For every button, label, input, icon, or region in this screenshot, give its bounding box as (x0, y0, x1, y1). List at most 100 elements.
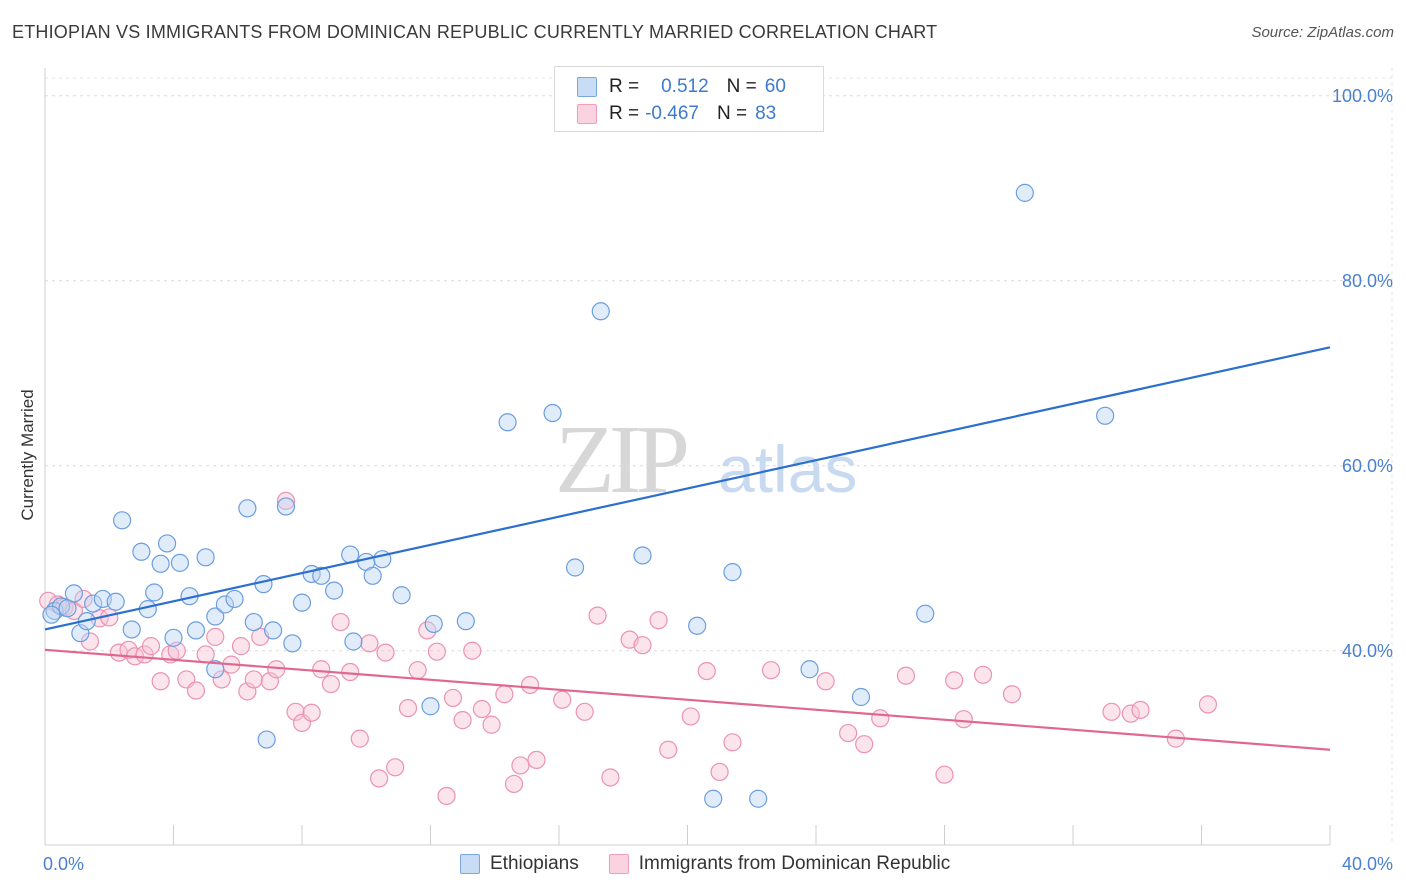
watermark-zip: ZIP (555, 406, 686, 514)
ethiopian-point (312, 566, 331, 585)
ethiopian-point (688, 616, 707, 635)
ethiopian-point (206, 607, 225, 626)
dominican-point (761, 661, 781, 680)
ethiopian-point (456, 612, 475, 631)
ethiopian-point (238, 499, 257, 518)
ethiopian-point (1015, 183, 1034, 202)
ethiopian-point (283, 634, 302, 653)
dominican-point (206, 627, 225, 646)
trend-lines (44, 346, 1331, 751)
ethiopian-point (206, 660, 225, 679)
ethiopian-point (591, 302, 610, 321)
ethiopian-point (42, 605, 61, 624)
dominican-point (855, 735, 874, 754)
dominican-point (321, 674, 341, 694)
series-legend: Ethiopians Immigrants from Dominican Rep… (460, 852, 980, 876)
ethiopian-point (170, 553, 190, 572)
dominican-point (681, 707, 700, 726)
ethiopian-point (543, 403, 562, 423)
dominican-point (186, 681, 206, 700)
dominican-point (286, 702, 305, 721)
chart-title: ETHIOPIAN VS IMMIGRANTS FROM DOMINICAN R… (12, 22, 938, 42)
stats-legend: R = 0.512 N = 60 R = -0.467 N = 83 (554, 66, 824, 132)
n-label: N = (726, 76, 757, 97)
ethiopian-point (276, 497, 296, 516)
dominican-point (482, 715, 501, 734)
legend-item-dominican: Immigrants from Dominican Republic (608, 853, 951, 875)
dominican-point (376, 643, 395, 662)
dominican-point (231, 637, 251, 656)
ethiopian-point (325, 581, 344, 600)
ethiopian-point (132, 542, 151, 561)
ethiopian-point (112, 511, 132, 530)
tick-labels: 40.0% 60.0% 80.0% 100.0% 0.0% 40.0% (43, 86, 1393, 874)
dominican-point (408, 661, 427, 680)
dominican-point (504, 774, 524, 794)
dominican-point (1131, 700, 1150, 720)
ethiopian-point (225, 589, 244, 609)
dominican-point (588, 606, 607, 625)
dominican-point (816, 672, 835, 691)
dominican-point (575, 702, 594, 721)
dominican-point (437, 786, 456, 806)
axes (44, 68, 1331, 846)
ethiopian-point (363, 566, 382, 585)
ethiopian-points (42, 183, 1115, 808)
dominican-point (973, 665, 993, 684)
ethiopian-point (157, 534, 177, 553)
r-value: 0.512 (661, 76, 709, 97)
dominican-point (196, 645, 215, 664)
ethiopian-point (106, 592, 125, 611)
y-tick-label: 60.0% (1342, 456, 1393, 476)
ethiopian-point (292, 593, 312, 612)
dominican-point (935, 765, 954, 784)
dominican-point (427, 642, 447, 661)
x-tick-label: 0.0% (43, 854, 84, 874)
dominican-point (350, 729, 369, 748)
dominican-point (212, 670, 231, 689)
ethiopians-trend-line (44, 346, 1331, 631)
watermark: ZIP atlas (555, 406, 857, 514)
ethiopian-point (344, 632, 363, 651)
ethiopian-point (257, 730, 276, 749)
n-label: N = (716, 103, 748, 124)
ethiopian-point (151, 554, 170, 573)
dominican-point (302, 703, 321, 722)
ethiopian-point (749, 789, 768, 808)
ethiopian-point (164, 628, 183, 647)
dominican-point (954, 710, 973, 729)
dominican-point (1121, 704, 1140, 723)
dominican-point (370, 769, 389, 788)
ethiopian-point (196, 548, 215, 567)
dominican-point (839, 723, 858, 743)
dominican-point (697, 661, 716, 681)
dominican-point (74, 589, 93, 609)
ethiopian-point (800, 660, 819, 679)
ethiopian-point (263, 621, 283, 640)
dominican-trend-line (44, 648, 1331, 751)
ethiopians-swatch (577, 77, 597, 97)
dominican-point (649, 611, 668, 630)
dominican-point (331, 612, 350, 632)
legend-label: Immigrants from Dominican Republic (638, 853, 951, 874)
dominican-point (1002, 685, 1022, 704)
dominican-point (723, 733, 742, 752)
ethiopian-point (704, 789, 723, 808)
dominican-point (553, 690, 572, 709)
ethiopian-point (633, 546, 652, 565)
dominican-point (151, 672, 170, 691)
y-tick-label: 100.0% (1332, 86, 1393, 106)
dominican-point (601, 768, 620, 787)
stats-row-dominican: R = -0.467 N = 83 (577, 101, 776, 127)
ethiopian-point (145, 583, 164, 602)
r-label: R = (609, 76, 640, 97)
ethiopian-point (723, 563, 742, 582)
dominican-point (896, 666, 916, 685)
dominican-points (39, 491, 1218, 806)
n-value: 60 (764, 76, 786, 97)
x-tick-label: 40.0% (1342, 854, 1393, 874)
dominican-point (398, 698, 418, 718)
ethiopians-swatch (460, 854, 480, 874)
ethiopian-point (84, 594, 103, 613)
